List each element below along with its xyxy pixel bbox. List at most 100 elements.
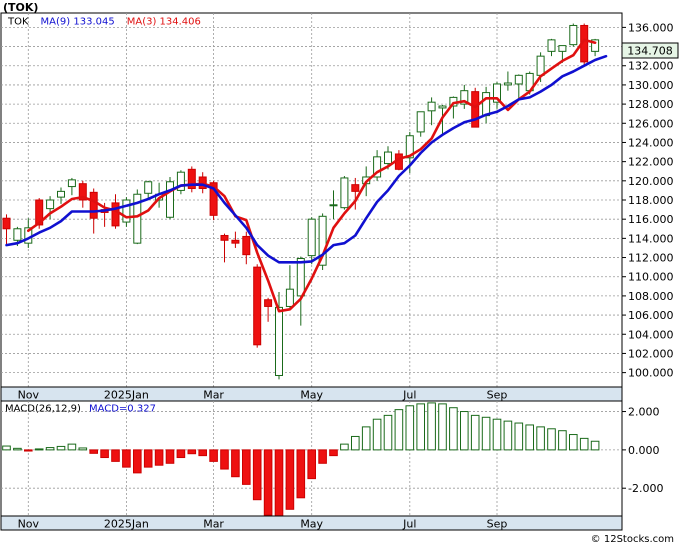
- macd-bar: [438, 403, 447, 451]
- candle-body: [253, 266, 262, 346]
- candle-body: [57, 190, 65, 198]
- candle: [569, 23, 578, 47]
- price-panel: Nov 2025Jan Mar May Jul Sep 100.000 102.000 104…: [0, 1, 679, 402]
- candle: [57, 187, 65, 204]
- chart-title: (TOK): [3, 1, 38, 14]
- candle-body: [547, 39, 556, 52]
- y-tick-label: 110.000: [628, 271, 674, 284]
- macd-bar: [34, 448, 44, 451]
- candle-body: [275, 306, 283, 376]
- candle: [264, 297, 273, 322]
- macd-bar: [56, 445, 66, 451]
- y-tick-label: 116.000: [628, 213, 674, 226]
- candle: [329, 190, 338, 220]
- candle: [166, 176, 174, 220]
- macd-bar: [285, 449, 295, 510]
- candle-body: [46, 199, 55, 210]
- ma9-line: [5, 54, 608, 264]
- y-tick-label: 100.000: [628, 367, 674, 380]
- candle: [242, 231, 251, 265]
- candle: [493, 82, 501, 109]
- legend-entry: MA(3) 134.406: [127, 17, 201, 28]
- x-tick-label: Mar: [203, 389, 224, 402]
- macd-y-tick-label: -2.000: [628, 482, 663, 495]
- candle-body: [78, 183, 87, 201]
- macd-bar: [569, 434, 578, 451]
- candle-body: [111, 202, 120, 227]
- candle-body: [569, 24, 578, 46]
- candle-body: [384, 151, 392, 165]
- candle-body: [166, 181, 174, 218]
- candle-body: [591, 39, 600, 52]
- candle-body: [67, 179, 76, 188]
- macd-bar: [460, 411, 469, 451]
- macd-x-tick-label: Mar: [203, 518, 224, 531]
- candle: [296, 256, 305, 326]
- macd-bar: [536, 426, 545, 451]
- macd-panel: Nov 2025Jan Mar May Jul Sep 2.0000.000-2.000 …: [0, 400, 663, 531]
- candle-body: [2, 217, 11, 230]
- candle: [547, 38, 556, 57]
- y-tick-label: 130.000: [628, 79, 674, 92]
- macd-y-tick-label: 0.000: [628, 444, 660, 457]
- macd-x-tick-label: May: [300, 518, 323, 531]
- macd-bar: [492, 418, 502, 451]
- macd-bar: [372, 418, 382, 451]
- candle-body: [264, 299, 273, 307]
- macd-bar: [416, 403, 425, 451]
- y-tick-label: 122.000: [628, 156, 674, 169]
- candle: [373, 150, 382, 181]
- macd-bar: [143, 449, 153, 468]
- candle: [427, 97, 436, 126]
- candle-body: [416, 111, 425, 133]
- candle-body: [503, 82, 512, 86]
- macd-bar: [579, 437, 589, 451]
- candle-body: [220, 234, 229, 241]
- candle-body: [89, 191, 98, 219]
- candle: [253, 264, 262, 348]
- candle: [176, 170, 185, 195]
- macd-bar: [13, 447, 22, 451]
- candle-body: [460, 90, 469, 105]
- candle-body: [133, 193, 142, 244]
- macd-bar: [187, 449, 197, 455]
- y-tick-label: 124.000: [628, 136, 674, 149]
- macd-bar: [198, 449, 207, 457]
- candle-body: [242, 235, 251, 256]
- candle-body: [493, 83, 501, 103]
- macd-bar: [329, 449, 338, 457]
- macd-bar: [525, 424, 535, 451]
- macd-bar: [89, 449, 99, 454]
- last-price-label: 134.708: [627, 45, 673, 58]
- y-tick-label: 118.000: [628, 194, 674, 207]
- y-tick-label: 108.000: [628, 290, 674, 303]
- macd-bar: [503, 420, 513, 451]
- macd-bar: [547, 428, 556, 451]
- candle: [514, 74, 523, 100]
- y-tick-label: 120.000: [628, 175, 674, 188]
- macd-bar: [307, 449, 316, 480]
- macd-bar: [165, 449, 175, 464]
- macd-bar: [220, 449, 229, 470]
- macd-bar: [263, 449, 273, 516]
- y-tick-label: 102.000: [628, 347, 674, 360]
- candle: [78, 180, 87, 208]
- y-tick-label: 126.000: [628, 117, 674, 130]
- macd-bar: [242, 449, 251, 485]
- macd-x-tick-label: 2025Jan: [104, 518, 149, 531]
- candle: [416, 111, 425, 137]
- macd-bar: [176, 449, 186, 459]
- macd-bar: [2, 445, 11, 451]
- macd-bar: [558, 430, 567, 451]
- candle-body: [471, 91, 480, 128]
- x-tick-label: 2025Jan: [104, 389, 149, 402]
- candle-body: [144, 181, 153, 194]
- macd-bar: [351, 435, 360, 451]
- y-tick-label: 104.000: [628, 328, 674, 341]
- last-price-badge: 134.708: [621, 42, 679, 59]
- y-tick-label: 132.000: [628, 60, 674, 73]
- candle-body: [176, 171, 185, 191]
- macd-bar: [296, 449, 306, 499]
- candle-body: [307, 218, 316, 257]
